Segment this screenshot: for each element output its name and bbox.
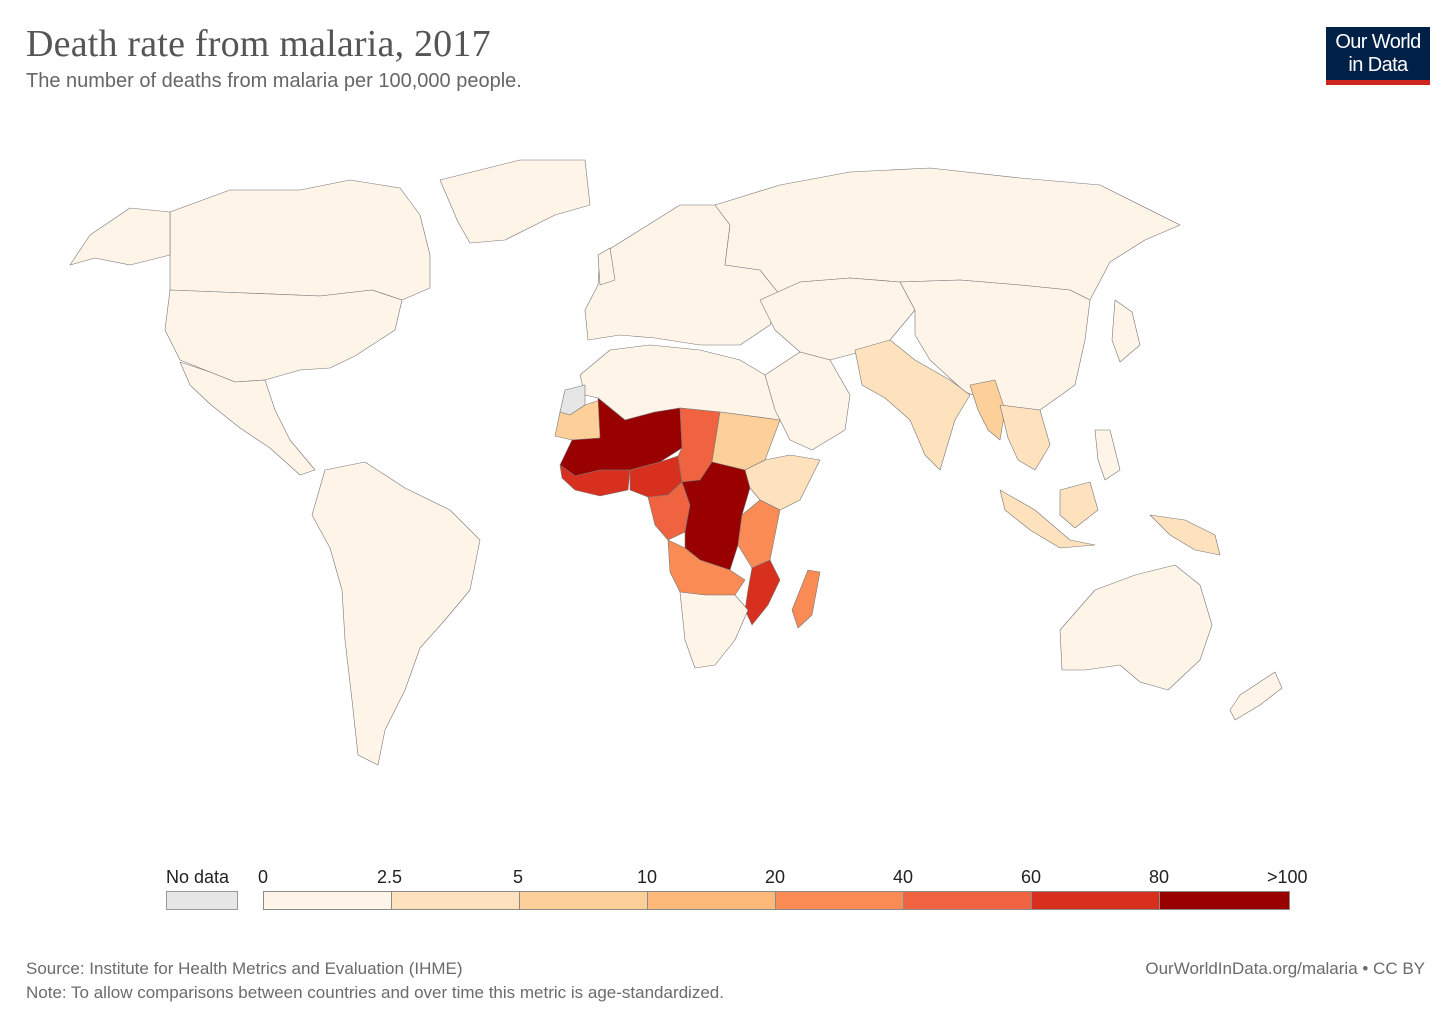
map-region-alaska[interactable] — [69, 207, 171, 266]
map-region-usa[interactable] — [164, 289, 403, 383]
legend-tick-80: 80 — [1149, 867, 1170, 887]
map-region-new-zealand[interactable] — [1229, 671, 1283, 721]
legend-tick-40: 40 — [893, 867, 914, 887]
map-region-indochina[interactable] — [999, 404, 1051, 471]
legend-bin-1[interactable] — [391, 891, 520, 910]
map-region-myanmar[interactable] — [969, 379, 1006, 441]
map-region-india[interactable] — [854, 339, 971, 471]
legend-bin-2[interactable] — [519, 891, 648, 910]
map-region-south-america[interactable] — [311, 461, 481, 766]
legend-tick-5: 5 — [513, 867, 524, 887]
map-region-arabian-peninsula[interactable] — [764, 351, 851, 451]
map-region-indonesia[interactable] — [999, 489, 1096, 549]
legend-no-data-swatch[interactable] — [166, 891, 238, 910]
legend-bin-6[interactable] — [1031, 891, 1160, 910]
legend-no-data-label: No data — [166, 867, 230, 887]
map-region-mozambique[interactable] — [744, 559, 781, 626]
map-region-borneo[interactable] — [1059, 481, 1099, 529]
map-region-canada[interactable] — [169, 179, 431, 301]
legend-tick-20: 20 — [765, 867, 786, 887]
map-region-europe[interactable] — [584, 204, 781, 346]
legend-bin-3[interactable] — [647, 891, 776, 910]
map-region-southern-africa[interactable] — [679, 591, 749, 669]
map-region-madagascar[interactable] — [791, 569, 821, 629]
map-region-papua-new-guinea[interactable] — [1149, 514, 1221, 556]
map-region-japan[interactable] — [1111, 299, 1141, 363]
map-region-east-africa[interactable] — [737, 499, 781, 569]
map-region-uk[interactable] — [597, 247, 616, 286]
legend-bin-7[interactable] — [1159, 891, 1290, 910]
chart-subtitle: The number of deaths from malaria per 10… — [26, 70, 522, 92]
logo-line-1: Our World — [1335, 31, 1421, 53]
methodology-note: Note: To allow comparisons between count… — [26, 983, 724, 1002]
map-region-mexico-central-america[interactable] — [179, 361, 316, 476]
world-choropleth-map — [69, 159, 1283, 766]
legend-bin-4[interactable] — [775, 891, 904, 910]
map-region-australia[interactable] — [1059, 564, 1213, 691]
legend-tick-60: 60 — [1021, 867, 1042, 887]
map-region-philippines[interactable] — [1094, 429, 1121, 481]
logo-line-2: in Data — [1348, 54, 1408, 76]
source-note: Source: Institute for Health Metrics and… — [26, 959, 463, 978]
chart-title: Death rate from malaria, 2017 — [26, 23, 491, 65]
legend-bin-5[interactable] — [903, 891, 1032, 910]
legend-tick-2_5: 2.5 — [377, 867, 403, 887]
legend-tick-100-plus: >100 — [1267, 867, 1308, 887]
legend-bin-0[interactable] — [263, 891, 392, 910]
legend-tick-0: 0 — [258, 867, 269, 887]
map-region-china[interactable] — [899, 279, 1091, 411]
map-region-angola-zambia[interactable] — [667, 539, 746, 596]
map-region-horn-of-africa[interactable] — [744, 454, 821, 511]
legend-tick-10: 10 — [637, 867, 658, 887]
owid-logo[interactable]: Our World in Data — [1326, 27, 1430, 85]
map-region-greenland[interactable] — [439, 159, 591, 244]
credit-link[interactable]: OurWorldInData.org/malaria • CC BY — [1145, 959, 1425, 978]
map-region-guinea-coast[interactable] — [559, 464, 631, 497]
